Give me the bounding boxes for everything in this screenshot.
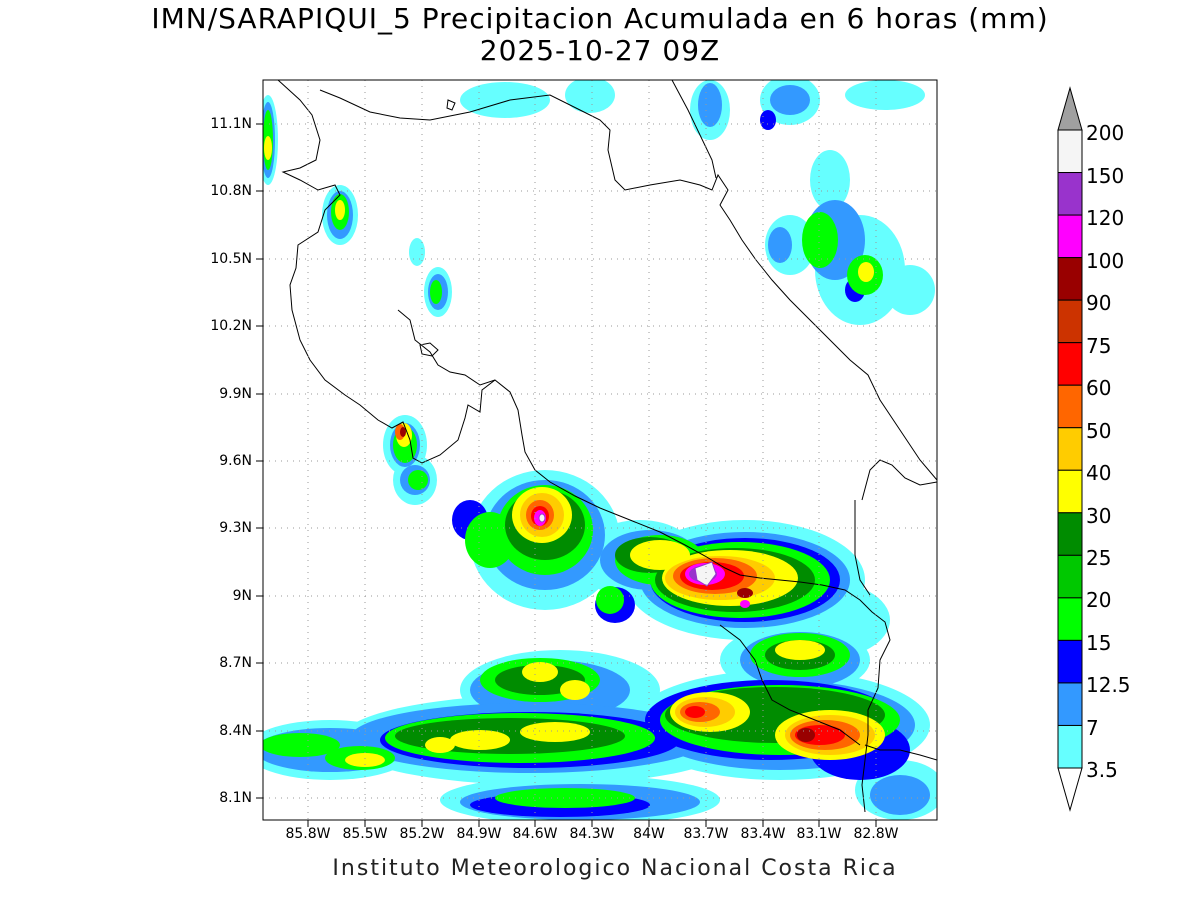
lat-label: 8.4N bbox=[219, 723, 252, 739]
lon-label: 83.1W bbox=[796, 826, 842, 842]
lat-label: 8.7N bbox=[219, 655, 252, 671]
legend-label: 90 bbox=[1086, 291, 1112, 315]
legend-swatch bbox=[1057, 299, 1083, 344]
map-frame bbox=[262, 79, 938, 821]
lon-label: 84.6W bbox=[512, 826, 558, 842]
legend-label: 120 bbox=[1086, 206, 1125, 230]
legend-label: 60 bbox=[1086, 376, 1112, 400]
lat-label: 8.1N bbox=[219, 790, 252, 806]
legend-swatch bbox=[1057, 469, 1083, 514]
lat-label: 11.1N bbox=[210, 116, 252, 132]
legend-label: 3.5 bbox=[1086, 758, 1118, 782]
lon-label: 84.9W bbox=[456, 826, 502, 842]
legend-label: 7 bbox=[1086, 716, 1099, 740]
legend-swatch bbox=[1057, 384, 1083, 429]
map-datetime: 2025-10-27 09Z bbox=[479, 34, 721, 67]
legend-swatch bbox=[1057, 597, 1083, 641]
footer-credit: Instituto Meteorologico Nacional Costa R… bbox=[332, 856, 898, 881]
map-grid bbox=[263, 80, 937, 820]
legend-label: 75 bbox=[1086, 334, 1112, 358]
lon-label: 82.8W bbox=[853, 826, 899, 842]
legend-label: 200 bbox=[1086, 121, 1125, 145]
legend-swatch bbox=[1057, 724, 1083, 769]
lat-label: 9.6N bbox=[219, 453, 252, 469]
coastline bbox=[277, 80, 937, 813]
lat-label: 9.3N bbox=[219, 520, 252, 536]
legend-swatch bbox=[1057, 172, 1083, 216]
lon-label: 83.4W bbox=[740, 826, 786, 842]
legend-swatch bbox=[1057, 639, 1083, 684]
lon-label: 84.3W bbox=[569, 826, 615, 842]
legend-arrow-top bbox=[1057, 86, 1083, 131]
legend-label: 40 bbox=[1086, 461, 1112, 485]
legend-swatch bbox=[1057, 214, 1083, 259]
legend-label: 25 bbox=[1086, 546, 1112, 570]
legend-swatch bbox=[1057, 427, 1083, 471]
lon-label: 85.2W bbox=[399, 826, 445, 842]
legend-swatch bbox=[1057, 129, 1083, 174]
lon-label: 85.8W bbox=[285, 826, 331, 842]
map-title: IMN/SARAPIQUI_5 Precipitacion Acumulada … bbox=[151, 2, 1049, 35]
axis-ticks bbox=[256, 123, 877, 827]
legend-swatch bbox=[1057, 682, 1083, 726]
precipitation-field bbox=[263, 80, 937, 820]
lat-label: 10.5N bbox=[210, 251, 252, 267]
legend-swatch bbox=[1057, 257, 1083, 301]
legend-label: 100 bbox=[1086, 249, 1125, 273]
lat-label: 9N bbox=[232, 588, 252, 604]
legend-arrow-bottom bbox=[1057, 767, 1083, 812]
legend-label: 12.5 bbox=[1086, 673, 1131, 697]
lon-label: 83.7W bbox=[683, 826, 729, 842]
lon-label: 84W bbox=[633, 826, 665, 842]
lat-label: 10.8N bbox=[210, 183, 252, 199]
legend-label: 30 bbox=[1086, 504, 1112, 528]
lon-label: 85.5W bbox=[342, 826, 388, 842]
lat-label: 10.2N bbox=[210, 318, 252, 334]
lat-label: 9.9N bbox=[219, 386, 252, 402]
legend-label: 20 bbox=[1086, 588, 1112, 612]
legend-label: 50 bbox=[1086, 419, 1112, 443]
legend-colorbar bbox=[1057, 86, 1083, 812]
legend-swatch bbox=[1057, 554, 1083, 599]
legend-swatch bbox=[1057, 512, 1083, 556]
legend-label: 15 bbox=[1086, 631, 1112, 655]
legend-label: 150 bbox=[1086, 164, 1125, 188]
legend-swatch bbox=[1057, 342, 1083, 386]
